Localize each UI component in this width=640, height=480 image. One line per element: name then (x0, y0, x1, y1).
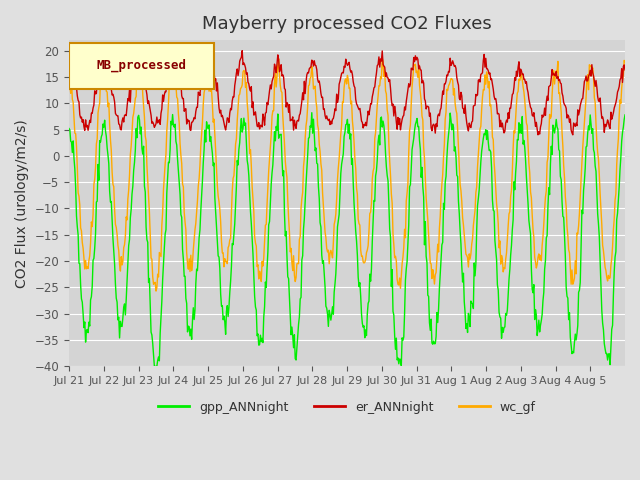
Legend: gpp_ANNnight, er_ANNnight, wc_gf: gpp_ANNnight, er_ANNnight, wc_gf (153, 396, 541, 419)
Y-axis label: CO2 Flux (urology/m2/s): CO2 Flux (urology/m2/s) (15, 119, 29, 288)
Text: MB_processed: MB_processed (96, 59, 186, 72)
FancyBboxPatch shape (69, 43, 214, 89)
Title: Mayberry processed CO2 Fluxes: Mayberry processed CO2 Fluxes (202, 15, 492, 33)
